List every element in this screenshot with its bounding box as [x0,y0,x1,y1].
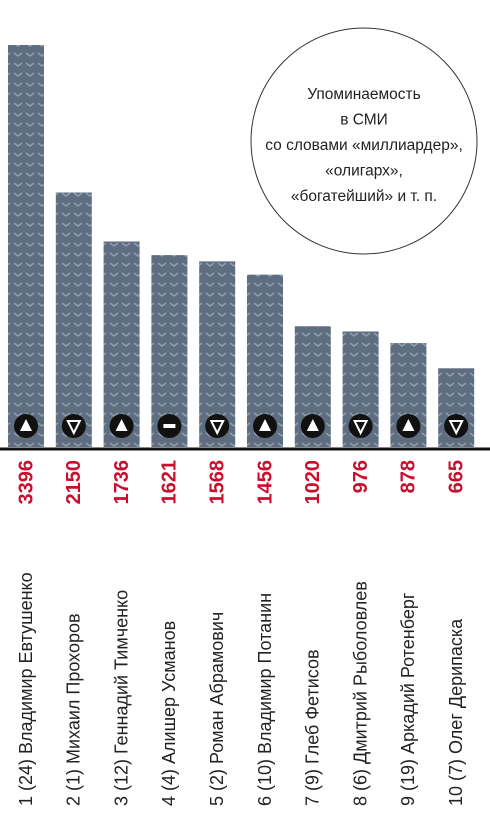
category-label: 7 (9) Глеб Фетисов [303,649,323,806]
annotation-line: «богатейший» и т. п. [291,188,437,205]
category-label: 2 (1) Михаил Прохоров [64,613,84,806]
annotation-line: в СМИ [340,112,388,129]
value-label: 1621 [159,460,181,505]
bar [103,241,140,447]
value-label: 976 [350,460,372,493]
bar [55,192,92,447]
value-label: 1568 [206,460,228,505]
annotation-line: «олигарх», [325,163,403,180]
trend-arrow [402,419,415,431]
trend-arrow [163,424,176,428]
trend-arrow [20,419,32,431]
trend-arrow [306,419,319,431]
value-label: 1736 [111,460,133,505]
category-label: 5 (2) Роман Абрамович [207,612,227,806]
bar [8,45,44,447]
trend-arrow [66,420,82,436]
category-label: 10 (7) Олег Дерипаска [446,618,466,806]
value-label: 1020 [302,460,324,505]
annotation-circle [250,27,478,255]
value-label: 3396 [15,460,37,505]
category-label: 9 (19) Аркадий Ротенберг [398,592,418,806]
trend-arrow [115,419,128,431]
trend-arrow [209,420,225,436]
value-label: 2150 [63,460,85,505]
category-label: 1 (24) Владимир Евтушенко [16,572,36,806]
value-label: 665 [445,460,467,493]
trend-arrow [352,420,369,436]
category-label: 8 (6) Дмитрий Рыболовлев [350,581,370,806]
trend-arrow [448,420,464,436]
category-label: 3 (12) Геннадий Тимченко [111,590,131,806]
value-label: 1456 [254,460,276,505]
category-label: 4 (4) Алишер Усманов [159,621,179,806]
annotation-line: со словами «миллиардер», [265,137,463,154]
annotation-line: Упоминаемость [307,86,420,103]
value-label: 878 [398,460,420,493]
category-label: 6 (10) Владимир Потанин [255,593,275,806]
trend-arrow [259,419,271,431]
